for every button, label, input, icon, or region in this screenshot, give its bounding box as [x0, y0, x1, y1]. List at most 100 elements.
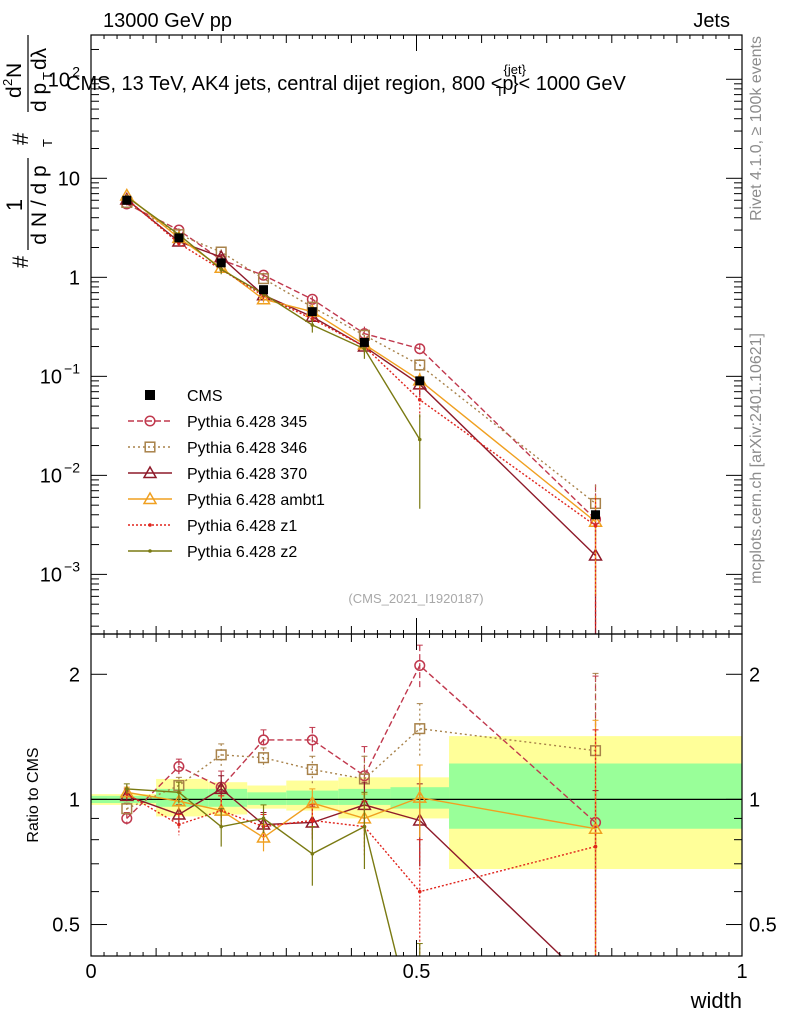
- y-tick-label-5: 10: [48, 69, 70, 91]
- ratio-point-1-0: [121, 803, 133, 815]
- side-label-rivet: Rivet 4.1.0, ≥ 100k events: [748, 36, 765, 221]
- band-green-1: [156, 788, 209, 807]
- ratio-point-0-4: [306, 734, 318, 746]
- analysis-watermark: (CMS_2021_I1920187): [348, 591, 483, 606]
- cms-point-2: [216, 258, 226, 268]
- y-label-dlambda: dλ: [28, 47, 51, 70]
- ratio-point-1-6: [414, 723, 426, 735]
- series-point-0-6: [414, 343, 426, 355]
- ratio-point-3-4: [305, 795, 320, 809]
- cms-point-5: [359, 337, 369, 347]
- side-label-mcplots: mcplots.cern.ch [arXiv:2401.10621]: [748, 333, 765, 584]
- ratio-line-0: [126, 664, 596, 824]
- legend-label-0: Pythia 6.428 345: [187, 414, 307, 431]
- ratio-line-2: [126, 788, 563, 956]
- y-tick-exp-2: −1: [64, 360, 80, 376]
- series-point-1-6: [414, 359, 426, 371]
- ratio-tick-label-0: 0.5: [52, 915, 80, 937]
- cms-point-1: [174, 233, 184, 243]
- ratio-point-5-2: [219, 824, 223, 829]
- ratio-point-4-1: [177, 822, 181, 827]
- ratio-tick-label-1: 1: [69, 789, 80, 811]
- legend-marker-0: [144, 415, 156, 427]
- cms-data: [122, 195, 601, 520]
- ratio-tick-label-right-2: 2: [749, 664, 760, 686]
- series-line-4: [126, 198, 596, 527]
- ratio-point-4-4: [310, 818, 315, 823]
- legend-label-3: Pythia 6.428 ambt1: [187, 492, 325, 509]
- legend-label-cms: CMS: [187, 388, 223, 405]
- series-point-5-2: [219, 267, 223, 272]
- legend-marker-cms: [145, 390, 155, 400]
- y-tick-exp-5: 2: [72, 63, 80, 79]
- header-right: Jets: [693, 10, 730, 32]
- legend-label-1: Pythia 6.428 346: [187, 440, 307, 457]
- y-tick-label-2: 10: [40, 366, 62, 388]
- ratio-series-group: [119, 644, 603, 956]
- ratio-point-0-3: [257, 734, 270, 746]
- ratio-tick-label-right-1: 1: [749, 789, 760, 811]
- ratio-point-4-7: [593, 844, 598, 849]
- ratio-axis-label: Ratio to CMS: [25, 747, 42, 842]
- ratio-line-3: [126, 791, 596, 839]
- cms-point-3: [259, 285, 269, 295]
- chart-title: CMS, 13 TeV, AK4 jets, central dijet reg…: [66, 62, 627, 99]
- ratio-panel: [91, 644, 742, 956]
- ratio-point-5-1: [177, 790, 181, 795]
- legend-marker-1: [144, 441, 156, 453]
- y-label-N: N: [3, 63, 26, 78]
- series-point-4-6: [417, 397, 422, 402]
- y-label-sub-T2: T: [40, 72, 55, 80]
- ratio-point-5-5: [362, 824, 367, 829]
- y-tick-label-1: 10: [40, 465, 62, 487]
- series-point-4-1: [177, 241, 181, 246]
- ratio-point-3-1: [171, 793, 187, 807]
- y-tick-label-3: 1: [69, 267, 80, 289]
- series-point-5-6: [417, 437, 422, 442]
- series-line-5: [126, 196, 421, 440]
- y-tick-exp-0: −3: [64, 558, 80, 574]
- y-label-hash-1: #: [8, 255, 33, 268]
- ratio-point-5-4: [310, 851, 315, 856]
- ratio-point-4-6: [417, 889, 422, 894]
- legend-marker-5: [148, 549, 152, 553]
- ratio-tick-label-2: 2: [69, 664, 80, 686]
- y-label-sup2: 2: [0, 79, 15, 86]
- cms-point-6: [415, 376, 425, 386]
- ratio-point-0-6: [414, 659, 426, 672]
- legend-marker-3: [142, 491, 158, 505]
- ratio-point-1-3: [257, 752, 270, 764]
- band-green-3: [247, 792, 287, 805]
- series-point-5-5: [362, 346, 367, 351]
- legend-marker-4: [148, 523, 152, 527]
- y-label-frac1: 1: [2, 199, 27, 211]
- y-tick-exp-1: −2: [64, 459, 80, 475]
- upper-panel: [119, 188, 603, 634]
- cms-point-0: [122, 195, 132, 205]
- series-point-5-4: [310, 323, 315, 327]
- ratio-line-1: [126, 727, 596, 810]
- x-axis-label: width: [690, 988, 742, 1013]
- legend-marker-2: [142, 465, 158, 479]
- ratio-point-0-1: [173, 760, 185, 773]
- ratio-point-2-2: [213, 781, 229, 795]
- x-tick-label-2: 1: [736, 961, 747, 983]
- cms-point-7: [591, 510, 601, 520]
- ratio-point-3-7: [588, 821, 603, 834]
- legend: CMS Pythia 6.428 345 Pythia 6.428 346 Pythi…: [128, 388, 325, 561]
- band-green-2: [208, 788, 248, 807]
- y-label-den1: d N / d p: [28, 165, 51, 244]
- ratio-point-1-2: [215, 749, 227, 761]
- y-label-hash-2: #: [8, 132, 33, 145]
- y-label-dp: d p: [28, 83, 51, 112]
- series-line-1: [126, 201, 596, 505]
- y-label-sub-T1: T: [40, 139, 55, 147]
- ratio-point-5-0: [125, 787, 129, 791]
- ratio-point-2-0: [119, 788, 135, 802]
- series-point-4-7: [593, 523, 598, 528]
- ratio-tick-label-right-0: 0.5: [749, 915, 777, 937]
- series-4: [125, 197, 598, 629]
